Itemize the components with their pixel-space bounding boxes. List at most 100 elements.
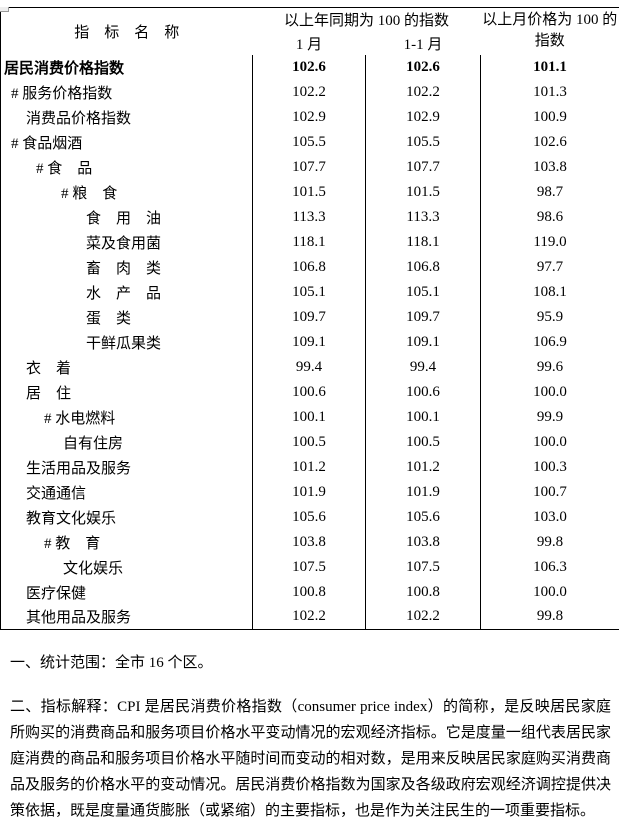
jan-cumulative-value-cell: 100.1 <box>364 404 481 430</box>
mom-value-cell: 97.7 <box>480 254 619 280</box>
indicator-name-cell: 文化娱乐 <box>0 554 253 580</box>
table-row: 干鲜瓜果类 109.1 109.1 106.9 <box>0 329 619 355</box>
indicator-name-cell: # 食品烟酒 <box>0 129 253 155</box>
jan-value-cell: 105.1 <box>292 283 326 300</box>
mom-value-cell: 100.0 <box>480 379 619 405</box>
indicator-name-cell: 生活用品及服务 <box>0 454 253 480</box>
jan-cumulative-value-cell: 102.2 <box>364 604 481 630</box>
mom-value-cell: 103.0 <box>480 504 619 530</box>
jan-value-cell: 100.1 <box>292 408 326 425</box>
mom-value-cell: 106.3 <box>480 554 619 580</box>
note-indicator-explanation: 二、指标解释：CPI 是居民消费价格指数（consumer price inde… <box>10 699 611 819</box>
mom-value-cell: 101.1 <box>480 54 619 80</box>
jan-value-cell: 105.5 <box>292 133 326 150</box>
jan-cumulative-value-cell: 100.6 <box>364 379 481 405</box>
column-header-mom-index: 以上月价格为 100 的指数 <box>482 12 618 50</box>
jan-value-cell: 100.5 <box>292 433 326 450</box>
jan-cumulative-value-cell: 103.8 <box>364 529 481 555</box>
indicator-name-cell: 居民消费价格指数 <box>0 54 253 80</box>
table-row: 蛋 类 109.7 109.7 95.9 <box>0 304 619 330</box>
table-row: 居民消费价格指数 102.6 102.6 101.1 <box>0 54 619 80</box>
jan-value-cell: 102.6 <box>292 58 326 75</box>
jan-cumulative-value-cell: 105.5 <box>364 129 481 155</box>
table-row: 水 产 品 105.1 105.1 108.1 <box>0 279 619 305</box>
jan-value-cell: 103.8 <box>292 533 326 550</box>
jan-value-cell: 109.7 <box>292 308 326 325</box>
jan-value-cell: 102.2 <box>292 83 326 100</box>
table-row: # 教 育 103.8 103.8 99.8 <box>0 529 619 555</box>
table-row: 文化娱乐 107.5 107.5 106.3 <box>0 554 619 580</box>
indicator-name-cell: 蛋 类 <box>0 304 253 330</box>
jan-value-cell: 99.4 <box>295 358 323 375</box>
jan-cumulative-value-cell: 113.3 <box>364 204 481 230</box>
jan-cumulative-value-cell: 100.8 <box>364 579 481 605</box>
indicator-name-cell: 消费品价格指数 <box>0 104 253 130</box>
table-row: 衣 着 99.4 99.4 99.6 <box>0 354 619 380</box>
table-row: 生活用品及服务 101.2 101.2 100.3 <box>0 454 619 480</box>
mom-value-cell: 100.7 <box>480 479 619 505</box>
jan-cumulative-value-cell: 101.5 <box>364 179 481 205</box>
jan-cumulative-value-cell: 101.9 <box>364 479 481 505</box>
jan-cumulative-value-cell: 99.4 <box>364 354 481 380</box>
table-row: # 粮 食 101.5 101.5 98.7 <box>0 179 619 205</box>
mom-value-cell: 99.8 <box>480 529 619 555</box>
indicator-name-cell: 自有住房 <box>0 429 253 455</box>
mom-value-cell: 101.3 <box>480 79 619 105</box>
mom-value-cell: 99.9 <box>480 404 619 430</box>
indicator-name-cell: 居 住 <box>0 379 253 405</box>
statistics-page: 指 标 名 称 以上年同期为 100 的指数 以上月价格为 100 的指数 1 … <box>0 7 619 837</box>
indicator-name-cell: # 教 育 <box>0 529 253 555</box>
jan-cumulative-value-cell: 102.9 <box>364 104 481 130</box>
indicator-name-cell: 干鲜瓜果类 <box>0 329 253 355</box>
table-row: 菜及食用菌 118.1 118.1 119.0 <box>0 229 619 255</box>
jan-value-cell: 101.2 <box>292 458 326 475</box>
mom-value-cell: 103.8 <box>480 154 619 180</box>
jan-value-cell: 100.8 <box>292 583 326 600</box>
jan-value-cell: 101.9 <box>292 483 326 500</box>
mom-value-cell: 100.9 <box>480 104 619 130</box>
indicator-name-cell: # 粮 食 <box>0 179 253 205</box>
jan-cumulative-value-cell: 100.5 <box>364 429 481 455</box>
table-row: # 水电燃料 100.1 100.1 99.9 <box>0 404 619 430</box>
jan-cumulative-value-cell: 109.7 <box>364 304 481 330</box>
table-row: # 食 品 107.7 107.7 103.8 <box>0 154 619 180</box>
table-row: 食 用 油 113.3 113.3 98.6 <box>0 204 619 230</box>
jan-value-cell: 113.3 <box>292 208 326 225</box>
mom-value-cell: 99.8 <box>480 604 619 630</box>
jan-value-cell: 107.7 <box>292 158 326 175</box>
mom-value-cell: 100.0 <box>480 429 619 455</box>
jan-cumulative-value-cell: 106.8 <box>364 254 481 280</box>
table-row: 医疗保健 100.8 100.8 100.0 <box>0 579 619 605</box>
column-header-indicator-name: 指 标 名 称 <box>74 24 180 41</box>
indicator-name-cell: 水 产 品 <box>0 279 253 305</box>
indicator-name-cell: 教育文化娱乐 <box>0 504 253 530</box>
mom-value-cell: 108.1 <box>480 279 619 305</box>
table-row: # 服务价格指数 102.2 102.2 101.3 <box>0 79 619 105</box>
mom-value-cell: 95.9 <box>480 304 619 330</box>
mom-value-cell: 106.9 <box>480 329 619 355</box>
jan-cumulative-value-cell: 107.5 <box>364 554 481 580</box>
jan-value-cell: 106.8 <box>292 258 326 275</box>
jan-value-cell: 105.6 <box>292 508 326 525</box>
table-row: # 食品烟酒 105.5 105.5 102.6 <box>0 129 619 155</box>
indicator-name-cell: 衣 着 <box>0 354 253 380</box>
table-row: 畜 肉 类 106.8 106.8 97.7 <box>0 254 619 280</box>
note-statistical-scope: 一、统计范围：全市 16 个区。 <box>10 655 213 671</box>
indicator-name-cell: # 水电燃料 <box>0 404 253 430</box>
jan-value-cell: 107.5 <box>292 558 326 575</box>
indicator-name-cell: 其他用品及服务 <box>0 604 253 630</box>
table-row: 交通通信 101.9 101.9 100.7 <box>0 479 619 505</box>
table-row: 消费品价格指数 102.9 102.9 100.9 <box>0 104 619 130</box>
table-row: 自有住房 100.5 100.5 100.0 <box>0 429 619 455</box>
mom-value-cell: 98.7 <box>480 179 619 205</box>
mom-value-cell: 102.6 <box>480 129 619 155</box>
jan-value-cell: 102.2 <box>292 608 326 625</box>
footnotes: 一、统计范围：全市 16 个区。 二、指标解释：CPI 是居民消费价格指数（co… <box>0 650 619 824</box>
cpi-index-table: 指 标 名 称 以上年同期为 100 的指数 以上月价格为 100 的指数 1 … <box>0 7 619 630</box>
indicator-name-cell: # 服务价格指数 <box>0 79 253 105</box>
table-row: 居 住 100.6 100.6 100.0 <box>0 379 619 405</box>
indicator-name-cell: # 食 品 <box>0 154 253 180</box>
jan-cumulative-value-cell: 107.7 <box>364 154 481 180</box>
mom-value-cell: 99.6 <box>480 354 619 380</box>
jan-value-cell: 109.1 <box>292 333 326 350</box>
